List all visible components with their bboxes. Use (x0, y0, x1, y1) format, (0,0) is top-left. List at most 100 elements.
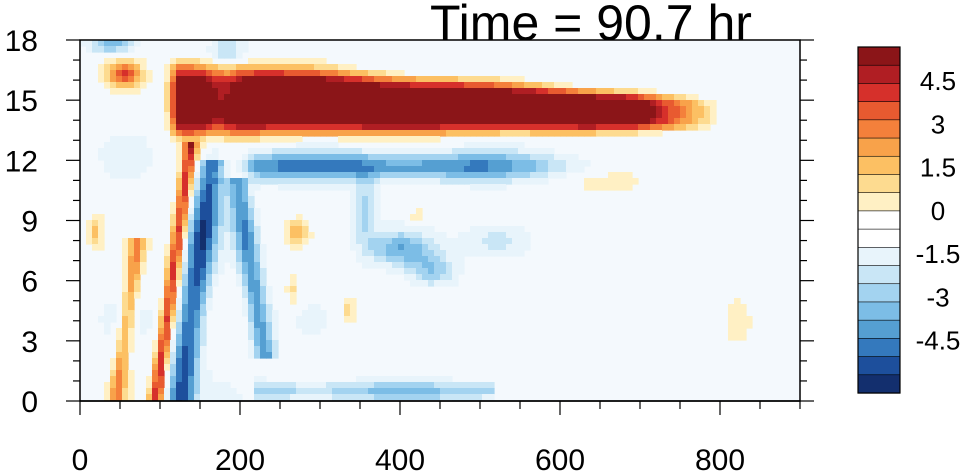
contour-cell (110, 358, 117, 365)
contour-cell (182, 70, 189, 77)
contour-cell (536, 166, 543, 173)
contour-cell (452, 166, 459, 173)
contour-cell (182, 232, 189, 239)
contour-cell (116, 334, 123, 341)
contour-cell (200, 82, 207, 89)
contour-cell (380, 160, 387, 167)
contour-cell (182, 340, 189, 347)
contour-cell (260, 250, 267, 257)
contour-cell (392, 178, 399, 185)
contour-cell (350, 298, 357, 305)
contour-cell (116, 364, 123, 371)
contour-cell (350, 394, 357, 401)
contour-cell (260, 328, 267, 335)
contour-cell (476, 184, 483, 191)
contour-cell (296, 100, 303, 107)
contour-cell (356, 82, 363, 89)
contour-cell (458, 238, 465, 245)
contour-cell (236, 136, 243, 143)
contour-cell (182, 112, 189, 119)
contour-cell (230, 184, 237, 191)
contour-cell (128, 58, 135, 65)
contour-cell (476, 172, 483, 179)
contour-cell (182, 394, 189, 401)
contour-cell (224, 46, 231, 53)
contour-cell (110, 370, 117, 377)
contour-cell (584, 124, 591, 131)
contour-cell (338, 100, 345, 107)
contour-cell (272, 382, 279, 389)
contour-cell (608, 118, 615, 125)
contour-cell (494, 154, 501, 161)
contour-cell (440, 88, 447, 95)
contour-cell (374, 238, 381, 245)
contour-cell (212, 118, 219, 125)
contour-cell (374, 226, 381, 233)
contour-cell (422, 268, 429, 275)
contour-cell (200, 364, 207, 371)
contour-cell (428, 178, 435, 185)
contour-cell (464, 100, 471, 107)
contour-cell (182, 352, 189, 359)
contour-cell (476, 238, 483, 245)
contour-cell (296, 118, 303, 125)
contour-cell (206, 304, 213, 311)
contour-cell (470, 388, 477, 395)
contour-cell (278, 76, 285, 83)
contour-cell (134, 88, 141, 95)
contour-cell (188, 190, 195, 197)
contour-cell (110, 46, 117, 53)
contour-cell (416, 124, 423, 131)
contour-cell (290, 292, 297, 299)
contour-cell (284, 58, 291, 65)
contour-cell (308, 232, 315, 239)
contour-cell (140, 268, 147, 275)
contour-cell (278, 172, 285, 179)
contour-cell (320, 322, 327, 329)
contour-cell (110, 310, 117, 317)
contour-cell (140, 256, 147, 263)
contour-cell (284, 76, 291, 83)
contour-cell (308, 112, 315, 119)
contour-cell (140, 244, 147, 251)
contour-cell (98, 238, 105, 245)
contour-cell (242, 40, 249, 47)
contour-cell (578, 106, 585, 113)
contour-cell (362, 214, 369, 221)
contour-cell (110, 388, 117, 395)
contour-cell (104, 382, 111, 389)
contour-cell (626, 118, 633, 125)
contour-cell (212, 202, 219, 209)
contour-cell (98, 244, 105, 251)
contour-cell (206, 178, 213, 185)
contour-cell (404, 256, 411, 263)
contour-cell (524, 130, 531, 137)
contour-cell (128, 370, 135, 377)
contour-cell (386, 88, 393, 95)
contour-cell (140, 142, 147, 149)
contour-cell (536, 172, 543, 179)
contour-cell (314, 76, 321, 83)
contour-cell (272, 94, 279, 101)
contour-cell (440, 178, 447, 185)
contour-cell (284, 112, 291, 119)
contour-cell (740, 322, 747, 329)
contour-cell (614, 172, 621, 179)
contour-cell (704, 100, 711, 107)
contour-cell (194, 154, 201, 161)
contour-cell (212, 382, 219, 389)
contour-cell (260, 388, 267, 395)
contour-cell (182, 136, 189, 143)
contour-cell (488, 88, 495, 95)
contour-cell (128, 280, 135, 287)
contour-cell (614, 130, 621, 137)
contour-cell (164, 124, 171, 131)
contour-cell (254, 340, 261, 347)
contour-cell (128, 76, 135, 83)
contour-cell (680, 112, 687, 119)
contour-cell (182, 148, 189, 155)
contour-cell (326, 184, 333, 191)
contour-cell (326, 94, 333, 101)
contour-cell (584, 112, 591, 119)
contour-cell (176, 220, 183, 227)
